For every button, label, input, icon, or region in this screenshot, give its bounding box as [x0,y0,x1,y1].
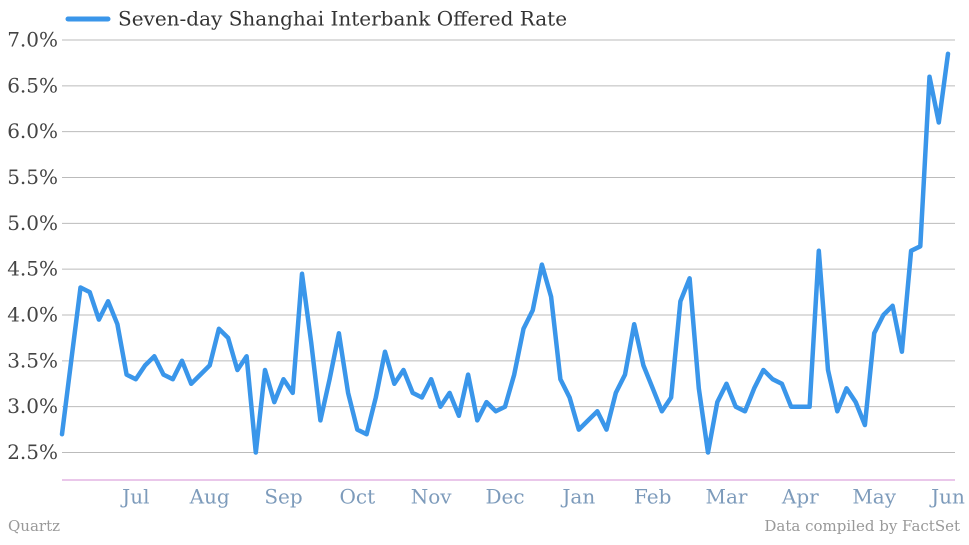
y-tick-label: 6.0% [7,119,58,143]
y-tick-label: 6.5% [7,73,58,97]
x-tick-label: May [852,485,896,509]
x-tick-label: Oct [340,485,376,509]
x-tick-label: Nov [411,485,453,509]
y-tick-label: 4.5% [7,257,58,281]
y-tick-label: 5.0% [7,211,58,235]
x-tick-label: Apr [781,485,819,509]
x-tick-label: Jul [120,485,149,509]
legend-label: Seven-day Shanghai Interbank Offered Rat… [118,7,567,31]
y-tick-label: 3.0% [7,394,58,418]
x-tick-label: Sep [264,485,302,509]
y-tick-label: 5.5% [7,165,58,189]
y-tick-label: 7.0% [7,28,58,52]
x-tick-label: Aug [189,485,230,509]
x-tick-label: Feb [634,485,671,509]
x-tick-label: Mar [706,485,748,509]
x-tick-label: Dec [485,485,524,509]
y-tick-label: 3.5% [7,348,58,372]
credit: Quartz [8,517,60,535]
source: Data compiled by FactSet [764,517,960,535]
x-tick-label: Jun [929,485,965,509]
y-tick-label: 4.0% [7,303,58,327]
series-line [59,51,951,455]
x-tick-label: Jan [560,485,595,509]
y-tick-label: 2.5% [7,440,58,464]
